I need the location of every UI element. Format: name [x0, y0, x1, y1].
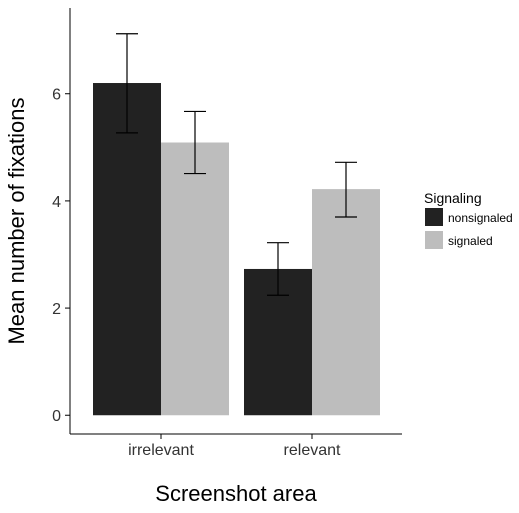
- y-axis-title: Mean number of fixations: [4, 97, 29, 344]
- x-tick-label-irrelevant: irrelevant: [128, 442, 194, 459]
- y-tick-label: 0: [52, 408, 61, 425]
- bar-irrelevant-nonsignaled: [93, 83, 161, 416]
- legend-key-nonsignaled: [425, 208, 443, 226]
- x-tick-label-relevant: relevant: [284, 442, 341, 459]
- legend: Signaling nonsignaled signaled: [424, 190, 513, 249]
- y-tick-label: 2: [52, 301, 61, 318]
- x-axis-ticks: irrelevant relevant: [128, 434, 341, 459]
- errorbar-irrelevant-nonsignaled: [116, 33, 138, 134]
- axes: [69, 8, 402, 435]
- legend-label-nonsignaled: nonsignaled: [448, 211, 513, 225]
- y-axis-ticks: 0 2 4 6: [52, 87, 70, 425]
- legend-key-signaled: [425, 231, 443, 249]
- legend-title: Signaling: [424, 190, 482, 206]
- errorbar-relevant-signaled: [335, 161, 357, 218]
- x-axis-title: Screenshot area: [155, 481, 317, 506]
- y-tick-label: 4: [52, 194, 61, 211]
- y-tick-label: 6: [52, 87, 61, 104]
- bar-relevant-signaled: [312, 189, 380, 416]
- plot-area: [93, 33, 380, 416]
- bar-irrelevant-signaled: [161, 142, 229, 416]
- legend-label-signaled: signaled: [448, 234, 493, 248]
- errorbar-relevant-nonsignaled: [267, 242, 289, 296]
- errorbar-irrelevant-signaled: [184, 110, 206, 175]
